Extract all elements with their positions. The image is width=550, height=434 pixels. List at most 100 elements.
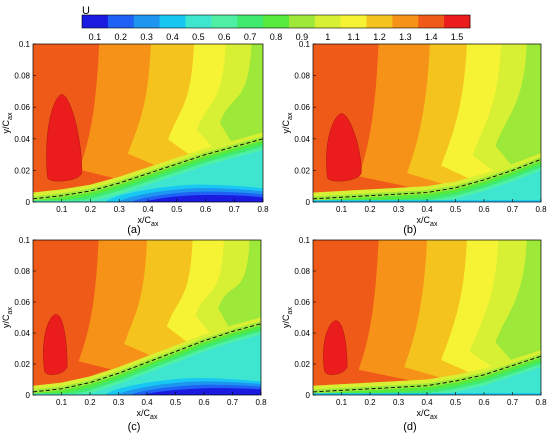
x-tick-label: 0.5 <box>171 205 183 214</box>
colorbar-swatch <box>237 15 264 28</box>
x-tick-label: 0.4 <box>142 205 154 214</box>
x-tick-label: 0.4 <box>141 398 153 407</box>
y-tick-label: 0.02 <box>14 360 30 369</box>
x-tick-label: 0.5 <box>450 398 462 407</box>
y-tick-label: 0.04 <box>294 135 310 144</box>
core-contour <box>46 94 83 182</box>
panel-label: (b) <box>403 224 416 236</box>
colorbar-tick-label: 1.5 <box>451 32 464 42</box>
x-tick-label: 0.7 <box>507 205 519 214</box>
colorbar-swatch <box>263 15 290 28</box>
x-tick-label: 0.4 <box>421 398 433 407</box>
panel-label: (d) <box>403 421 416 433</box>
contour-panel: 0 0.02 0.04 0.06 0.08 0.1 0.1 0.2 0.3 0.4 0.5 0.6 0.… <box>1 236 267 433</box>
colorbar-label: U <box>82 5 90 17</box>
y-tick-label: 0 <box>26 391 31 400</box>
x-tick-label: 0.1 <box>336 398 348 407</box>
y-axis-label: y/Cax <box>1 112 14 133</box>
x-tick-label: 0.6 <box>478 205 490 214</box>
colorbar-swatch <box>107 15 135 28</box>
plot-area <box>33 44 263 202</box>
y-tick-label: 0 <box>306 198 311 207</box>
y-tick-label: 0.02 <box>294 166 310 175</box>
x-tick-label: 0.6 <box>200 205 212 214</box>
colorbar-swatch <box>418 15 445 28</box>
y-tick-label: 0.04 <box>14 329 30 338</box>
colorbar-tick-label: 1 <box>325 32 330 42</box>
boundary-layer-band <box>313 367 541 395</box>
colorbar-tick-label: 1.1 <box>347 32 360 42</box>
colorbar-swatch <box>340 15 367 28</box>
x-tick-label: 0.3 <box>113 398 125 407</box>
colorbar-tick-label: 0.4 <box>166 32 179 42</box>
x-tick-label: 0.2 <box>84 398 96 407</box>
y-tick-label: 0.04 <box>294 329 310 338</box>
colorbar-tick-label: 0.5 <box>192 32 205 42</box>
x-tick-label: 0.1 <box>56 398 68 407</box>
x-tick-label: 0.8 <box>255 398 267 407</box>
colorbar: U 0.1 0.2 0.3 0.4 0.5 0.6 0.7 0.8 0.9 1 1.1 1.2 1.3 1… <box>81 5 471 42</box>
y-tick-label: 0.1 <box>299 40 311 49</box>
x-tick-label: 0.4 <box>421 205 433 214</box>
colorbar-swatch <box>185 15 212 28</box>
x-tick-label: 0.7 <box>507 398 519 407</box>
colorbar-tick-label: 1.2 <box>373 32 386 42</box>
y-tick-label: 0.06 <box>294 103 310 112</box>
y-axis-label: y/Cax <box>281 112 294 133</box>
y-tick-label: 0.02 <box>14 166 30 175</box>
x-tick-label: 0.3 <box>114 205 126 214</box>
plot-area <box>313 44 541 202</box>
colorbar-tick-label: 0.2 <box>115 32 128 42</box>
panel-label: (a) <box>127 224 140 236</box>
colorbar-swatch <box>444 15 471 28</box>
y-tick-label: 0.06 <box>14 103 30 112</box>
panel-label: (c) <box>128 421 141 433</box>
colorbar-swatch <box>82 15 109 28</box>
y-tick-label: 0.1 <box>19 236 31 245</box>
colorbar-swatch <box>314 15 342 28</box>
colorbar-tick-label: 0.6 <box>218 32 231 42</box>
colorbar-swatch <box>392 15 419 28</box>
core-contour <box>43 314 68 375</box>
y-tick-label: 0 <box>26 198 31 207</box>
low-speed-region <box>143 195 263 202</box>
x-tick-label: 0.6 <box>198 398 210 407</box>
y-tick-label: 0.08 <box>294 72 310 81</box>
x-tick-label: 0.3 <box>393 205 405 214</box>
colorbar-tick-label: 0.9 <box>296 32 309 42</box>
plot-area <box>33 240 261 395</box>
x-tick-label: 0.2 <box>364 205 376 214</box>
x-tick-label: 0.3 <box>393 398 405 407</box>
colorbar-tick-label: 0.3 <box>140 32 153 42</box>
y-tick-label: 0 <box>306 391 311 400</box>
boundary-layer-edge-line <box>313 158 541 200</box>
boundary-layer-band <box>313 170 541 202</box>
colorbar-tick-label: 0.7 <box>244 32 257 42</box>
y-tick-label: 0.06 <box>294 298 310 307</box>
y-tick-label: 0.04 <box>14 135 30 144</box>
contour-panel: 0 0.02 0.04 0.06 0.08 0.1 0.1 0.2 0.3 0.4 0.5 0.6 0.… <box>281 40 547 236</box>
x-axis-label: x/Cax <box>417 215 438 228</box>
x-tick-label: 0.6 <box>478 398 490 407</box>
x-tick-label: 0.2 <box>364 398 376 407</box>
y-tick-label: 0.08 <box>294 267 310 276</box>
colorbar-swatch <box>211 15 238 28</box>
x-tick-label: 0.5 <box>170 398 182 407</box>
core-contour <box>326 113 362 182</box>
colorbar-tick-label: 1.3 <box>399 32 412 42</box>
contour-panel: 0 0.02 0.04 0.06 0.08 0.1 0.1 0.2 0.3 0.4 0.5 0.6 0.… <box>281 236 547 433</box>
x-tick-label: 0.7 <box>227 398 239 407</box>
x-tick-label: 0.8 <box>535 398 547 407</box>
y-tick-label: 0.1 <box>299 236 311 245</box>
low-speed-region <box>142 388 261 395</box>
x-tick-label: 0.7 <box>229 205 241 214</box>
y-axis-label: y/Cax <box>281 307 294 328</box>
plot-area <box>313 240 541 395</box>
x-tick-label: 0.5 <box>450 205 462 214</box>
boundary-layer-edge-line <box>313 355 541 393</box>
boundary-layer-edge-line <box>33 323 261 393</box>
x-axis-label: x/Cax <box>417 408 438 421</box>
y-tick-label: 0.1 <box>19 40 31 49</box>
x-axis-label: x/Cax <box>138 215 159 228</box>
